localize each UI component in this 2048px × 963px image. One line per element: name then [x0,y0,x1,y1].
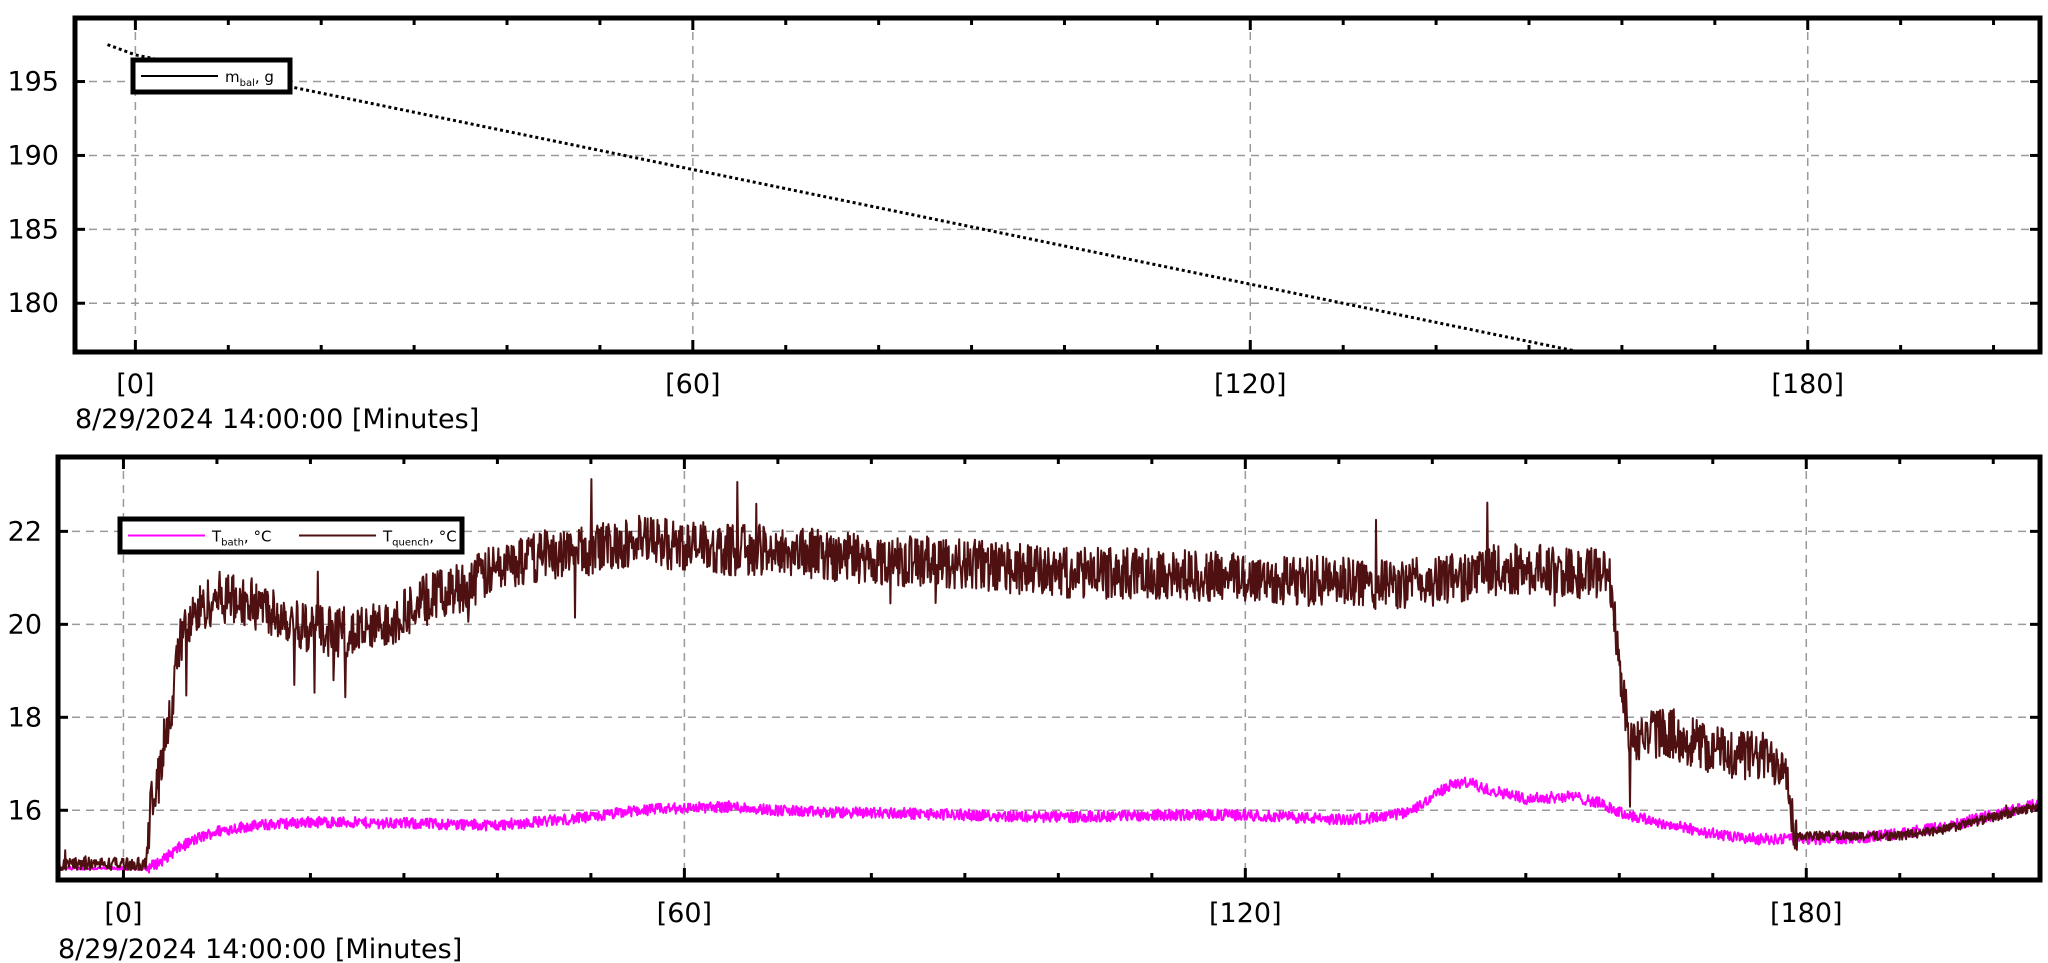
x-axis-caption: 8/29/2024 14:00:00 [Minutes] [75,404,479,435]
x-tick-label: [180] [1770,898,1843,929]
y-tick-label: 180 [7,288,59,319]
y-tick-label: 20 [8,609,42,640]
x-axis-caption: 8/29/2024 14:00:00 [Minutes] [58,934,462,963]
plot-frame [72,15,2043,355]
x-tick-label: [120] [1209,898,1282,929]
series-line-1 [106,43,1581,352]
chart-panel-1: 180 185 190 195 [0] [60] [120] [180] 8/29/2024 1… [7,15,2043,435]
plot-frame [55,454,2043,883]
x-tick-label: [180] [1771,369,1844,400]
y-tick-label: 185 [7,214,59,245]
y-tick-label: 195 [7,67,59,98]
x-tick-label: [0] [104,898,142,929]
legend-label-1: Tbath, °C [211,528,271,549]
legend-label-2: Tquench, °C [382,528,457,549]
legend: mbal, g [130,57,293,95]
series-line-2 [58,478,2040,872]
legend: Tbath, °C Tquench, °C [117,516,465,555]
chart-panel-2: 16 18 20 22 [0] [60] [120] [180] 8/29/2024 14:00… [8,454,2043,963]
series-line-1 [58,776,2040,874]
x-tick-label: [60] [665,369,720,400]
y-tick-label: 18 [8,702,42,733]
legend-label-1: mbal, g [225,68,274,89]
y-tick-label: 190 [7,140,59,171]
x-tick-label: [120] [1214,369,1287,400]
series-group [58,478,2040,874]
y-tick-label: 22 [8,516,42,547]
y-tick-label: 16 [8,795,42,826]
series-group [106,43,1581,352]
x-tick-label: [60] [657,898,712,929]
x-tick-label: [0] [116,369,154,400]
